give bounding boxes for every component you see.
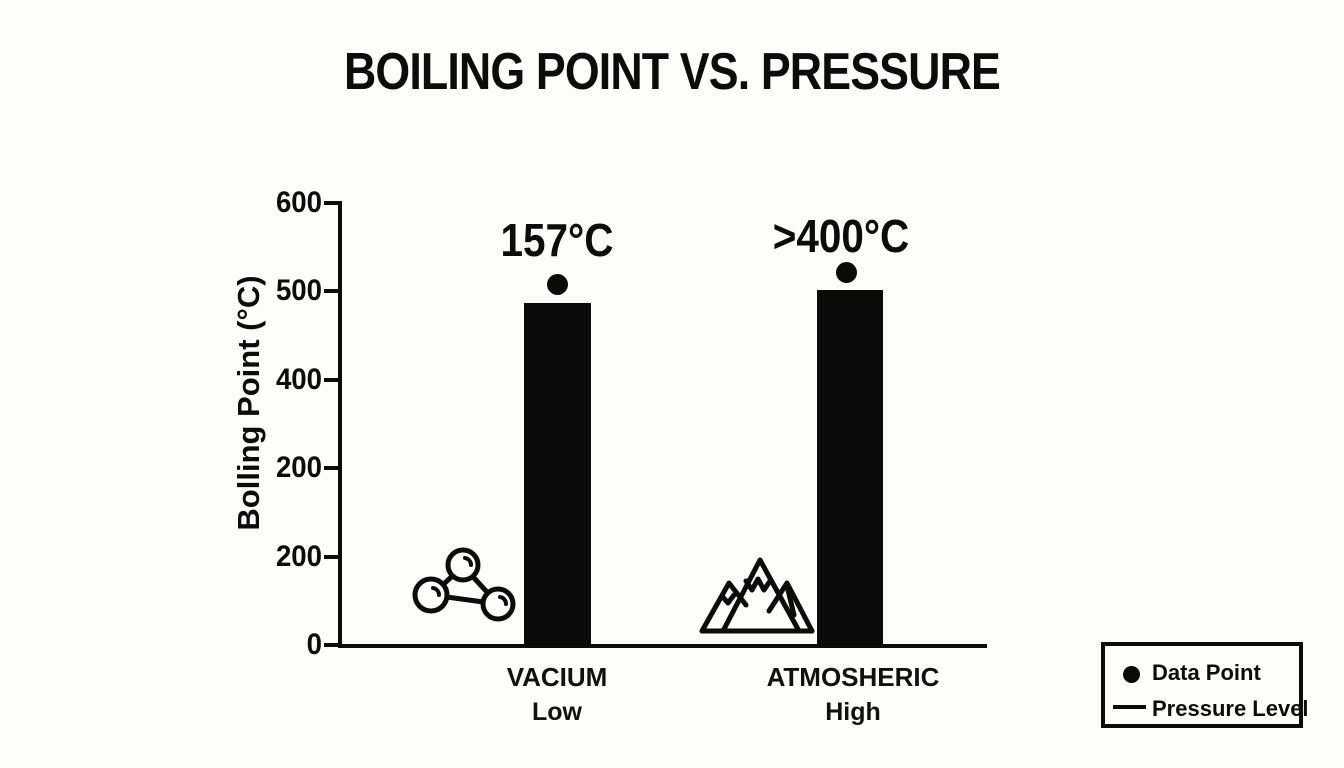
y-tick-label-600: 600 xyxy=(275,186,322,219)
y-tick-label-200b: 200 xyxy=(275,540,322,573)
molecule-icon xyxy=(405,542,517,632)
legend-data-point-label: Data Point xyxy=(1152,660,1261,685)
bar-atmospheric xyxy=(817,290,883,645)
legend: Data Point Pressure Level xyxy=(1101,642,1309,728)
y-tick-200b xyxy=(324,555,340,559)
legend-pressure-level-label: Pressure Level xyxy=(1152,696,1309,721)
legend-pressure-level-icon xyxy=(1113,705,1146,709)
y-tick-label-200a: 200 xyxy=(275,451,322,484)
bar2-data-point xyxy=(836,262,857,283)
bar1-value-label: 157°C xyxy=(500,214,614,266)
y-tick-label-500: 500 xyxy=(275,274,322,307)
y-tick-200a xyxy=(324,466,340,470)
x-category-vacuum: VACIUM xyxy=(506,662,608,692)
y-axis-line xyxy=(338,201,342,648)
y-tick-400 xyxy=(324,378,340,382)
y-tick-600 xyxy=(324,201,340,205)
x-subcategory-high: High xyxy=(825,698,881,726)
legend-data-point-icon xyxy=(1123,666,1140,683)
y-axis-label: Bolling Point (°C) xyxy=(231,275,266,531)
y-tick-label-400: 400 xyxy=(275,363,322,396)
chart-title: BOILING POINT VS. PRESSURE xyxy=(343,43,1001,101)
mountain-icon xyxy=(697,549,817,637)
y-tick-500 xyxy=(324,289,340,293)
x-axis-line xyxy=(338,644,987,648)
y-tick-label-0: 0 xyxy=(306,628,322,661)
bar1-data-point xyxy=(547,274,568,295)
bar2-value-label: >400°C xyxy=(772,210,910,262)
bar-vacuum xyxy=(524,303,591,645)
x-subcategory-low: Low xyxy=(532,698,582,726)
y-tick-0 xyxy=(324,643,340,647)
x-category-atmospheric: ATMOSHERIC xyxy=(766,662,940,692)
